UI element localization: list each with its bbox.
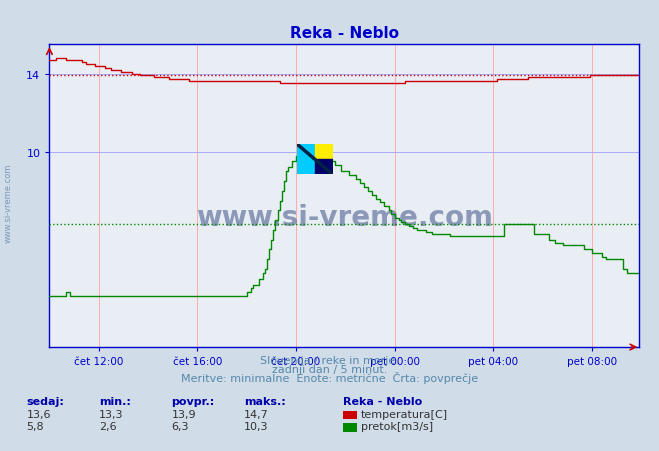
Text: min.:: min.:: [99, 396, 130, 405]
Text: temperatura[C]: temperatura[C]: [361, 409, 448, 419]
Bar: [315, 145, 333, 160]
Text: zadnji dan / 5 minut.: zadnji dan / 5 minut.: [272, 364, 387, 374]
Text: 13,9: 13,9: [171, 409, 196, 419]
Text: 2,6: 2,6: [99, 421, 117, 431]
Text: 14,7: 14,7: [244, 409, 269, 419]
Bar: [315, 160, 333, 175]
Text: www.si-vreme.com: www.si-vreme.com: [3, 163, 13, 243]
Text: 6,3: 6,3: [171, 421, 189, 431]
Text: 10,3: 10,3: [244, 421, 268, 431]
Text: 5,8: 5,8: [26, 421, 44, 431]
Text: www.si-vreme.com: www.si-vreme.com: [196, 203, 493, 231]
Text: 13,6: 13,6: [26, 409, 51, 419]
Text: Slovenija / reke in morje.: Slovenija / reke in morje.: [260, 355, 399, 365]
Text: povpr.:: povpr.:: [171, 396, 215, 405]
Text: pretok[m3/s]: pretok[m3/s]: [361, 421, 433, 431]
Text: maks.:: maks.:: [244, 396, 285, 405]
Text: 13,3: 13,3: [99, 409, 123, 419]
Text: Meritve: minimalne  Enote: metrične  Črta: povprečje: Meritve: minimalne Enote: metrične Črta:…: [181, 371, 478, 383]
Title: Reka - Neblo: Reka - Neblo: [290, 26, 399, 41]
Text: sedaj:: sedaj:: [26, 396, 64, 405]
Bar: [297, 145, 315, 175]
Text: Reka - Neblo: Reka - Neblo: [343, 396, 422, 405]
